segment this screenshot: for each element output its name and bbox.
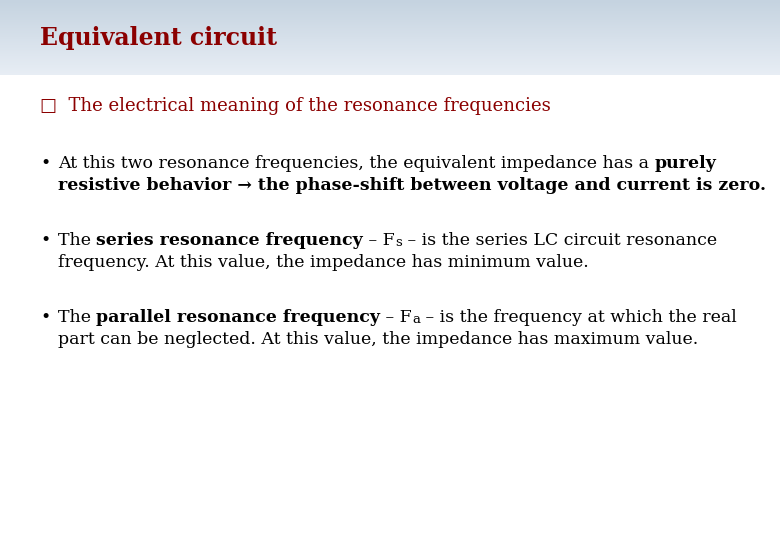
Bar [0, 26, 780, 27]
Bar [0, 39, 780, 40]
Text: series resonance frequency: series resonance frequency [97, 232, 363, 249]
Bar [0, 42, 780, 43]
Bar [0, 40, 780, 41]
Bar [0, 57, 780, 58]
Text: resistive behavior → the phase-shift between voltage and current is zero.: resistive behavior → the phase-shift bet… [58, 177, 766, 194]
Bar [0, 1, 780, 2]
Text: part can be neglected. At this value, the impedance has maximum value.: part can be neglected. At this value, th… [58, 331, 698, 348]
Text: At this two resonance frequencies, the equivalent impedance has a: At this two resonance frequencies, the e… [58, 155, 654, 172]
Bar [0, 18, 780, 19]
Bar [0, 64, 780, 65]
Text: – is the series LC circuit resonance: – is the series LC circuit resonance [402, 232, 717, 249]
Bar [0, 15, 780, 16]
Bar [0, 17, 780, 18]
Bar [0, 24, 780, 25]
Bar [0, 12, 780, 13]
Text: □  The electrical meaning of the resonance frequencies: □ The electrical meaning of the resonanc… [40, 97, 551, 115]
Bar [0, 63, 780, 64]
Bar [0, 49, 780, 50]
Text: The: The [58, 309, 97, 326]
Bar [0, 59, 780, 60]
Text: •: • [40, 232, 50, 249]
Bar [0, 58, 780, 59]
Text: •: • [40, 155, 50, 172]
Bar [0, 23, 780, 24]
Bar [0, 35, 780, 36]
Bar [0, 22, 780, 23]
Bar [0, 60, 780, 61]
Bar [0, 27, 780, 28]
Bar [0, 2, 780, 3]
Bar [0, 19, 780, 21]
Text: – F: – F [363, 232, 395, 249]
Text: The: The [58, 232, 97, 249]
Bar [0, 65, 780, 66]
Bar [0, 61, 780, 62]
Text: parallel resonance frequency: parallel resonance frequency [97, 309, 381, 326]
Bar [0, 43, 780, 44]
Bar [0, 5, 780, 6]
Bar [0, 31, 780, 32]
Bar [0, 16, 780, 17]
Bar [0, 73, 780, 74]
Bar [0, 13, 780, 14]
Bar [0, 4, 780, 5]
Bar [0, 10, 780, 11]
Bar [0, 41, 780, 42]
Text: frequency. At this value, the impedance has minimum value.: frequency. At this value, the impedance … [58, 254, 589, 271]
Bar [0, 14, 780, 15]
Bar [0, 55, 780, 56]
Text: Equivalent circuit: Equivalent circuit [40, 25, 277, 50]
Text: – is the frequency at which the real: – is the frequency at which the real [420, 309, 737, 326]
Bar [0, 9, 780, 10]
Bar [0, 72, 780, 73]
Bar [0, 48, 780, 49]
Bar [0, 46, 780, 47]
Bar [0, 30, 780, 31]
Bar [0, 0, 780, 1]
Bar [0, 50, 780, 51]
Bar [0, 37, 780, 38]
Bar [0, 21, 780, 22]
Bar [0, 71, 780, 72]
Bar [0, 29, 780, 30]
Bar [0, 66, 780, 68]
Text: – F: – F [381, 309, 413, 326]
Bar [0, 28, 780, 29]
Bar [0, 44, 780, 45]
Bar [0, 52, 780, 53]
Bar [0, 45, 780, 46]
Bar [0, 74, 780, 75]
Bar [0, 6, 780, 8]
Bar [0, 68, 780, 69]
Bar [0, 62, 780, 63]
Text: a: a [413, 313, 420, 326]
Bar [0, 53, 780, 55]
Bar [0, 56, 780, 57]
Bar [0, 3, 780, 4]
Bar [0, 8, 780, 9]
Bar [0, 38, 780, 39]
Text: purely: purely [654, 155, 716, 172]
Text: •: • [40, 309, 50, 326]
Bar [0, 69, 780, 70]
Bar [0, 33, 780, 35]
Bar [0, 70, 780, 71]
Bar [0, 32, 780, 33]
Bar [0, 11, 780, 12]
Bar [0, 25, 780, 26]
Bar [0, 51, 780, 52]
Bar [0, 36, 780, 37]
Bar [0, 47, 780, 48]
Bar [0, 75, 780, 540]
Text: s: s [395, 236, 402, 249]
